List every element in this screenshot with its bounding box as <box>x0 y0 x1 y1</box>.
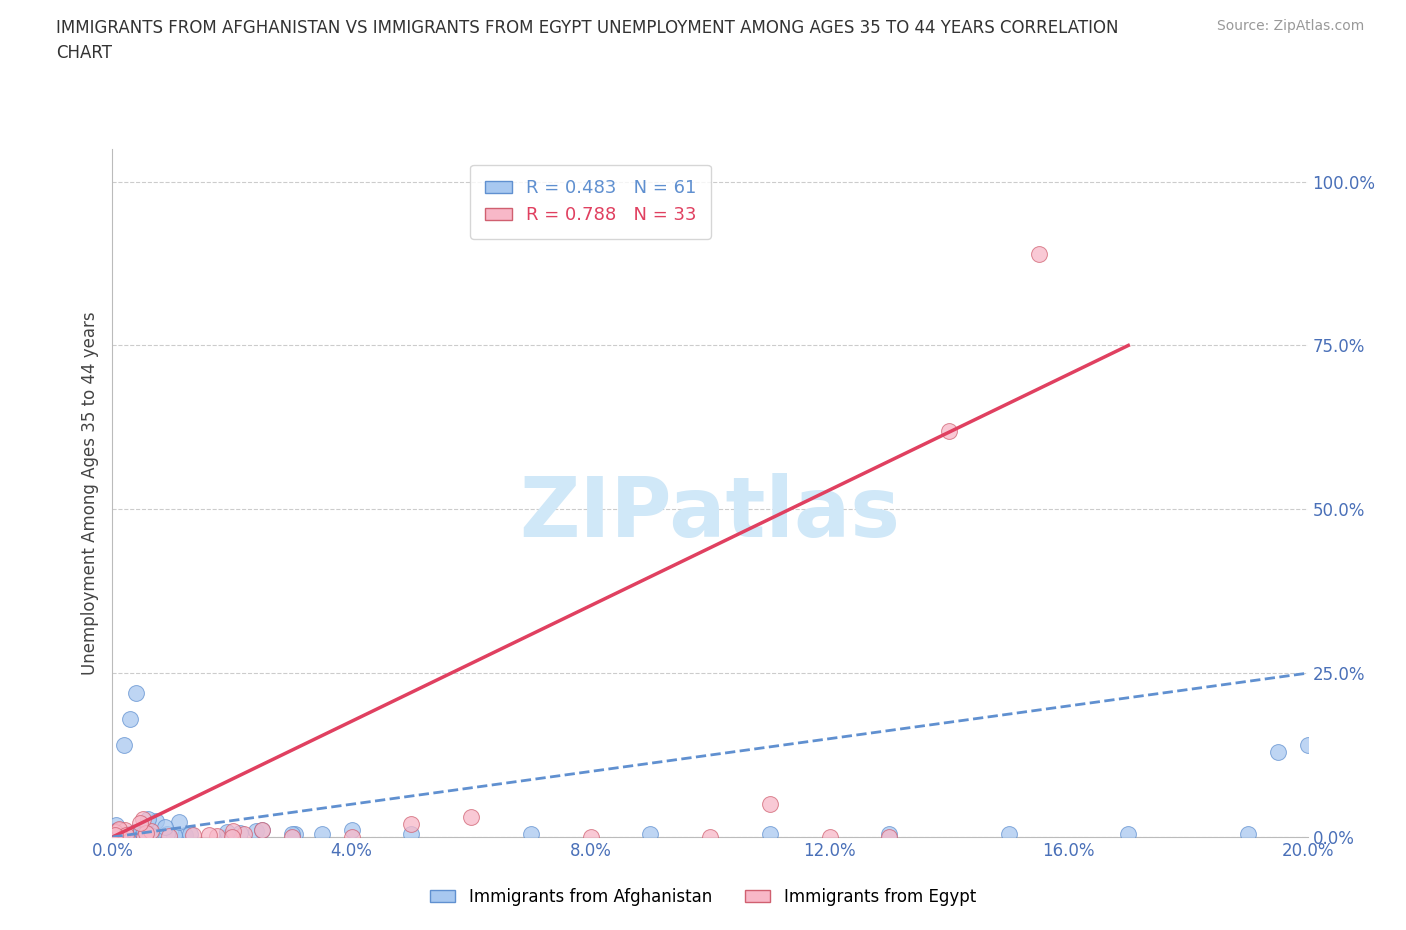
Point <box>138 823 160 838</box>
Point <box>112 829 135 844</box>
Point <box>155 819 177 834</box>
Point <box>125 685 148 700</box>
Point <box>284 827 307 842</box>
Point <box>1267 744 1289 759</box>
Point <box>131 826 153 841</box>
Point <box>114 737 135 752</box>
Point <box>117 829 139 844</box>
Point <box>132 812 155 827</box>
Point <box>163 827 186 842</box>
Point <box>207 829 229 844</box>
Point <box>222 824 245 839</box>
Point <box>579 830 602 844</box>
Point <box>198 828 221 843</box>
Point <box>139 828 162 843</box>
Point <box>145 813 167 828</box>
Point <box>104 828 127 843</box>
Point <box>108 828 131 843</box>
Point <box>1296 737 1319 752</box>
Point <box>221 830 243 844</box>
Point <box>104 829 127 844</box>
Legend: R = 0.483   N = 61, R = 0.788   N = 33: R = 0.483 N = 61, R = 0.788 N = 33 <box>470 165 711 239</box>
Point <box>1237 826 1260 841</box>
Y-axis label: Unemployment Among Ages 35 to 44 years: Unemployment Among Ages 35 to 44 years <box>80 312 98 674</box>
Point <box>108 823 131 838</box>
Point <box>107 822 129 837</box>
Point <box>135 825 157 840</box>
Point <box>104 825 127 840</box>
Point <box>156 827 179 842</box>
Point <box>879 830 901 844</box>
Point <box>104 826 127 841</box>
Point <box>250 823 273 838</box>
Point <box>520 826 543 841</box>
Point <box>217 830 239 844</box>
Point <box>141 823 163 838</box>
Point <box>167 815 190 830</box>
Point <box>938 423 960 438</box>
Point <box>136 812 159 827</box>
Text: Source: ZipAtlas.com: Source: ZipAtlas.com <box>1216 19 1364 33</box>
Point <box>129 824 152 839</box>
Point <box>105 817 128 832</box>
Point <box>1028 246 1050 261</box>
Point <box>173 828 195 843</box>
Point <box>217 825 239 840</box>
Point <box>401 817 423 831</box>
Point <box>233 827 256 842</box>
Point <box>759 826 782 841</box>
Text: IMMIGRANTS FROM AFGHANISTAN VS IMMIGRANTS FROM EGYPT UNEMPLOYMENT AMONG AGES 35 : IMMIGRANTS FROM AFGHANISTAN VS IMMIGRANT… <box>56 19 1119 61</box>
Point <box>281 826 304 841</box>
Point <box>129 816 152 830</box>
Point <box>181 828 204 843</box>
Point <box>129 823 152 838</box>
Point <box>105 827 128 842</box>
Point <box>114 830 136 844</box>
Legend: Immigrants from Afghanistan, Immigrants from Egypt: Immigrants from Afghanistan, Immigrants … <box>423 881 983 912</box>
Point <box>340 823 363 838</box>
Point <box>124 824 146 839</box>
Point <box>114 823 136 838</box>
Point <box>115 828 138 843</box>
Point <box>135 827 157 842</box>
Point <box>245 824 267 839</box>
Point <box>229 826 252 841</box>
Point <box>135 822 157 837</box>
Point <box>818 830 841 844</box>
Point <box>879 826 901 841</box>
Point <box>118 827 141 842</box>
Point <box>640 826 662 841</box>
Point <box>157 829 180 844</box>
Point <box>104 823 127 838</box>
Point <box>699 830 721 844</box>
Point <box>179 827 201 842</box>
Text: ZIPatlas: ZIPatlas <box>520 473 900 554</box>
Point <box>281 830 304 844</box>
Point <box>120 711 142 726</box>
Point <box>340 830 363 844</box>
Point <box>250 823 273 838</box>
Point <box>998 826 1021 841</box>
Point <box>460 810 482 825</box>
Point <box>311 826 333 841</box>
Point <box>1118 826 1140 841</box>
Point <box>759 797 782 812</box>
Point <box>134 830 156 844</box>
Point <box>401 826 423 841</box>
